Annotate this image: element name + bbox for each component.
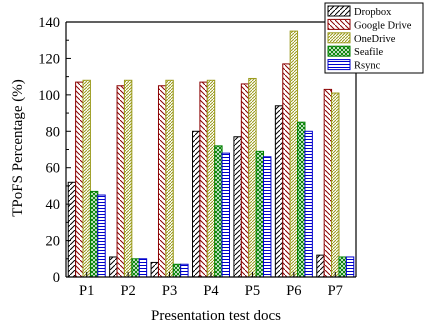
legend-swatch (327, 32, 351, 44)
legend-swatch (327, 45, 351, 57)
bar-p5-google-drive (240, 83, 250, 278)
bar-p1-rsync (97, 194, 106, 278)
bar-p4-dropbox (192, 130, 201, 278)
bar-p3-google-drive (157, 85, 167, 278)
bar-p6-seafile (297, 121, 306, 278)
x-tick-label: P2 (120, 283, 135, 299)
y-tick-label: 120 (38, 51, 60, 67)
legend-label: Rsync (354, 61, 381, 72)
bar-p7-dropbox (316, 254, 325, 278)
y-tick-label: 20 (46, 234, 61, 250)
bar-p2-google-drive (116, 85, 125, 278)
bar-p5-onedrive (248, 77, 257, 278)
bar-p4-onedrive (206, 79, 216, 278)
bar-p7-seafile (338, 256, 347, 278)
legend-swatch (327, 18, 351, 30)
bar-p5-seafile (255, 150, 265, 278)
y-axis-label: TPoFS Percentage (%) (10, 79, 26, 216)
bar-p5-rsync (263, 156, 272, 278)
bar-p7-onedrive (331, 92, 340, 278)
bar-p6-google-drive (282, 63, 291, 278)
bar-p1-dropbox (67, 181, 77, 278)
bar-p2-dropbox (109, 256, 118, 278)
bar-p7-rsync (345, 256, 355, 278)
y-tick-label: 40 (46, 197, 61, 213)
bar-p2-onedrive (123, 79, 133, 278)
y-tick-label: 80 (46, 124, 61, 140)
bar-p2-rsync (138, 258, 148, 278)
bar-p3-seafile (172, 263, 182, 278)
legend: Dropbox Google Drive OneDrive Seafile Rsync (324, 2, 424, 74)
bar-p1-seafile (89, 190, 99, 278)
bar-p5-dropbox (233, 136, 242, 278)
bar-p3-dropbox (150, 261, 159, 278)
legend-label: OneDrive (354, 34, 396, 45)
y-tick-label: 60 (46, 161, 61, 177)
bar-p6-onedrive (289, 30, 299, 278)
bar-p4-rsync (221, 152, 231, 278)
bar-p6-rsync (304, 130, 313, 278)
x-tick-label: P6 (286, 283, 301, 299)
legend-label: Google Drive (354, 20, 412, 31)
x-axis-label: Presentation test docs (151, 308, 281, 324)
x-tick-label: P1 (79, 283, 94, 299)
bar-p1-google-drive (75, 81, 84, 278)
legend-label: Dropbox (354, 7, 392, 18)
bar-p6-dropbox (274, 105, 284, 278)
bar-p7-google-drive (323, 88, 333, 278)
y-tick-label: 140 (38, 15, 60, 31)
y-tick-label: 100 (38, 88, 60, 104)
bar-p1-onedrive (82, 79, 91, 278)
bar-p4-seafile (214, 145, 223, 278)
legend-swatch (327, 59, 351, 71)
bar-p4-google-drive (199, 81, 208, 278)
y-tick-label: 0 (53, 270, 60, 286)
x-tick-label: P3 (162, 283, 177, 299)
bar-p3-rsync (180, 263, 189, 278)
x-tick-label: P4 (203, 283, 219, 299)
legend-swatch (327, 5, 351, 17)
bar-p2-seafile (131, 258, 140, 278)
x-tick-label: P5 (245, 283, 260, 299)
bar-p3-onedrive (165, 79, 174, 278)
x-tick-label: P7 (328, 283, 343, 299)
legend-label: Seafile (354, 47, 383, 58)
